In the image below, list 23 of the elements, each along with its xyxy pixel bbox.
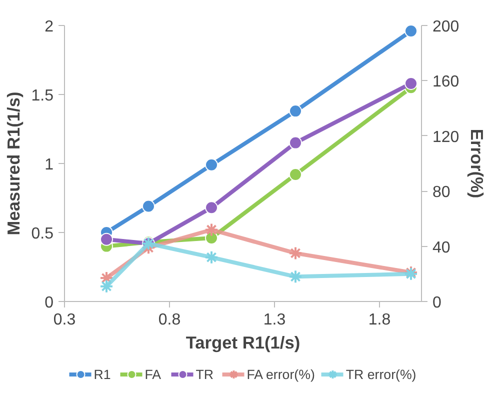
y-tick-label: 1 xyxy=(44,156,54,174)
y-tick-label: 0 xyxy=(44,294,54,312)
y2-tick-label: 80 xyxy=(432,184,450,202)
legend-label: TR xyxy=(196,366,215,382)
y2-tick-label: 120 xyxy=(432,128,460,146)
legend-label: R1 xyxy=(94,366,112,382)
x-tick-label: 1.8 xyxy=(368,312,391,328)
y2-tick-label: 160 xyxy=(432,74,460,91)
y2-tick-label: 0 xyxy=(432,294,442,312)
y2-tick-label: 40 xyxy=(432,239,450,256)
x-tick-label: 0.3 xyxy=(53,312,76,328)
x-tick-label: 1.3 xyxy=(263,312,286,328)
y2-axis-title: Error(%) xyxy=(467,128,488,198)
x-tick-label: 0.8 xyxy=(158,312,181,328)
legend-label: TR error(%) xyxy=(346,366,416,382)
y2-tick-label: 200 xyxy=(432,18,460,36)
legend-label: FA xyxy=(144,366,162,382)
y-tick-label: 1.5 xyxy=(31,88,54,104)
y-tick-label: 0.5 xyxy=(31,226,54,242)
x-axis-title: Target R1(1/s) xyxy=(186,332,300,352)
legend-label: FA error(%) xyxy=(246,366,315,382)
y-axis-title: Measured R1(1/s) xyxy=(3,92,24,236)
y-tick-label: 2 xyxy=(44,18,54,36)
